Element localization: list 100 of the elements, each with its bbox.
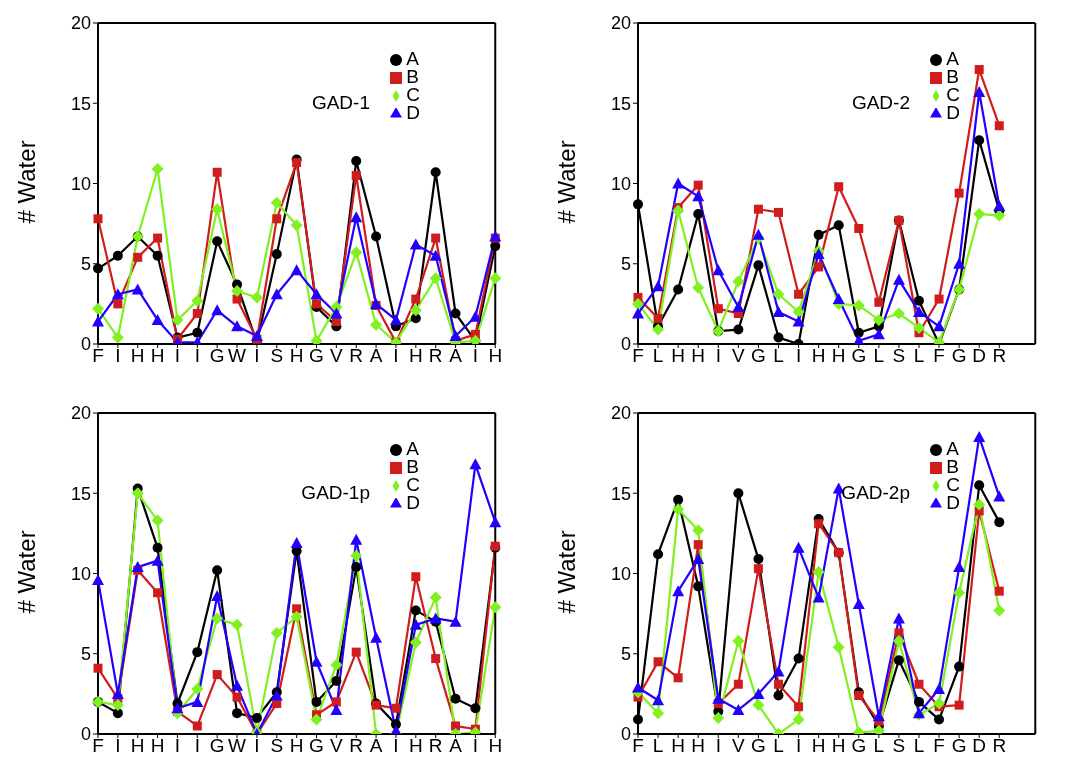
x-tick-label: A [449, 735, 463, 757]
x-tick-label: H [150, 345, 165, 367]
x-tick-label: G [751, 345, 766, 367]
x-tick-label: I [715, 345, 721, 367]
legend-label: B [946, 66, 959, 87]
text: GAD-1p [301, 482, 370, 504]
x-tick-label: L [913, 345, 925, 367]
y-tick-label: 0 [80, 334, 91, 355]
x-tick-label: R [992, 735, 1007, 757]
x-tick-label: S [892, 345, 906, 367]
x-tick-label: I [393, 345, 399, 367]
x-tick-label: L [873, 735, 885, 757]
x-tick-label: G [751, 735, 766, 757]
x-tick-label: I [472, 735, 479, 757]
x-tick-label: F [632, 345, 644, 367]
x-tick-label: H [488, 735, 503, 757]
x-tick-label: F [92, 735, 104, 757]
x-tick-label: R [428, 735, 443, 757]
y-tick-label: 10 [610, 563, 631, 584]
legend-label: C [406, 474, 420, 495]
x-tick-label: S [892, 735, 906, 757]
x-tick-label: I [174, 345, 181, 367]
x-tick-label: L [773, 345, 784, 367]
y-tick-label: 0 [620, 724, 631, 745]
y-tick-label: 10 [70, 563, 91, 584]
x-tick-label: D [972, 345, 987, 367]
x-tick-label: V [732, 345, 746, 367]
x-tick-label: L [652, 735, 664, 757]
x-tick-label: L [913, 735, 925, 757]
text: GAD-1 [311, 92, 370, 114]
x-tick-label: R [349, 735, 364, 757]
y-tick-label: 15 [70, 483, 91, 504]
x-tick-label: I [715, 735, 721, 757]
x-tick-label: S [270, 735, 284, 757]
x-tick-label: F [632, 735, 644, 757]
x-tick-label: D [972, 735, 987, 757]
x-tick-label: I [194, 735, 200, 757]
legend-label: A [946, 48, 959, 69]
x-tick-label: H [831, 345, 846, 367]
legend-label: A [946, 438, 959, 459]
x-tick-label: H [150, 735, 165, 757]
y-tick-label: 20 [610, 13, 631, 34]
x-tick-label: I [194, 345, 200, 367]
y-tick-label: 20 [70, 13, 91, 34]
y-tick-label: 0 [80, 724, 91, 745]
x-tick-label: A [369, 345, 383, 367]
x-tick-label: V [732, 735, 746, 757]
x-tick-label: I [254, 735, 260, 757]
y-tick-label: 5 [80, 254, 91, 275]
x-tick-label: H [289, 345, 304, 367]
x-tick-label: S [270, 345, 284, 367]
y-tick-label: 15 [70, 93, 91, 114]
x-tick-label: F [933, 735, 945, 757]
x-tick-label: H [811, 345, 826, 367]
x-tick-label: G [851, 735, 867, 757]
x-tick-label: H [691, 735, 706, 757]
y-tick-label: 0 [620, 334, 631, 355]
text: GAD-2 [851, 92, 910, 114]
x-tick-label: F [933, 345, 945, 367]
y-tick-label: 20 [70, 403, 91, 424]
y-axis-title: # Water [552, 140, 580, 224]
x-tick-label: W [228, 345, 247, 367]
y-tick-label: 10 [70, 173, 91, 194]
x-tick-label: G [951, 735, 967, 757]
x-tick-label: I [174, 735, 181, 757]
x-tick-label: H [671, 735, 686, 757]
x-tick-label: H [691, 345, 706, 367]
x-tick-label: H [130, 735, 145, 757]
text: GAD-2p [841, 482, 910, 504]
legend-label: D [406, 492, 420, 513]
y-axis-title: # Water [552, 530, 580, 614]
x-tick-label: I [115, 345, 121, 367]
y-tick-label: 5 [620, 644, 631, 665]
x-tick-label: G [309, 345, 324, 367]
x-tick-label: H [408, 735, 423, 757]
y-axis-title: # Water [12, 140, 40, 224]
x-tick-label: V [330, 345, 344, 367]
x-tick-label: L [652, 345, 664, 367]
x-tick-label: F [92, 345, 104, 367]
legend-label: D [406, 102, 420, 123]
x-tick-label: L [773, 735, 784, 757]
x-tick-label: H [289, 735, 304, 757]
legend-label: B [946, 456, 959, 477]
x-tick-label: H [488, 345, 503, 367]
legend-label: B [406, 456, 419, 477]
x-tick-label: H [671, 345, 686, 367]
x-tick-label: G [951, 345, 967, 367]
x-tick-label: W [228, 735, 247, 757]
x-tick-label: H [811, 735, 826, 757]
x-tick-label: H [408, 345, 423, 367]
x-tick-label: H [831, 735, 846, 757]
legend-label: D [946, 492, 960, 513]
legend-label: C [406, 84, 420, 105]
x-tick-label: I [115, 735, 121, 757]
x-tick-label: R [428, 345, 443, 367]
x-tick-label: H [130, 345, 145, 367]
y-tick-label: 5 [80, 644, 91, 665]
legend-label: D [946, 102, 960, 123]
legend-label: A [406, 438, 419, 459]
x-tick-label: L [873, 345, 885, 367]
